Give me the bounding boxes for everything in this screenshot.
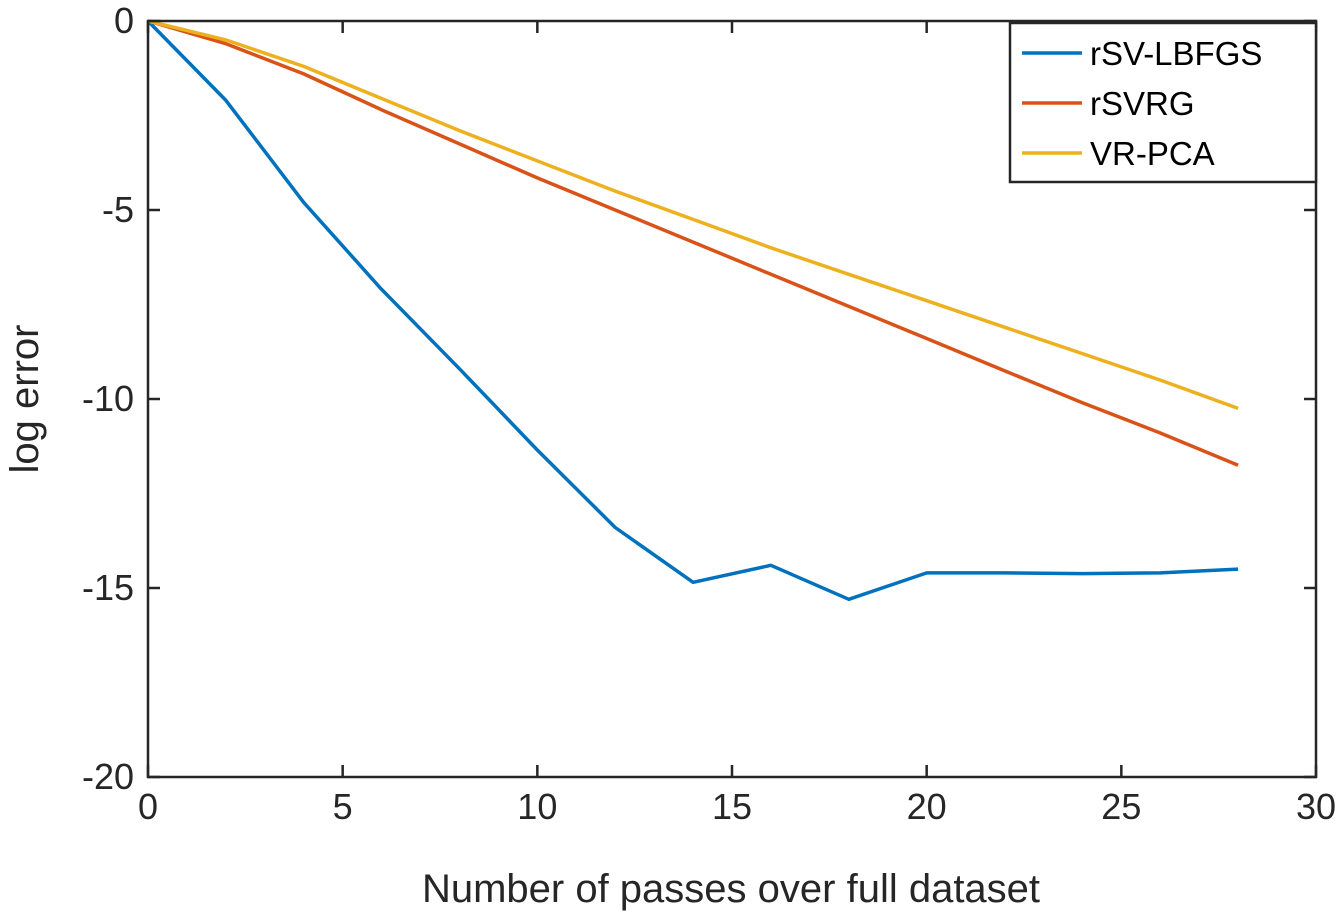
legend-label: VR-PCA <box>1090 135 1215 172</box>
x-tick-label: 0 <box>138 786 158 827</box>
x-tick-label: 30 <box>1296 786 1336 827</box>
y-tick-label: 0 <box>114 0 134 41</box>
plot-area <box>146 19 1239 602</box>
x-tick-label: 25 <box>1101 786 1141 827</box>
axes: 0 5 10 15 20 25 30 0 -5 -10 -15 -20 <box>82 0 1336 827</box>
x-axis-label: Number of passes over full dataset <box>422 867 1040 911</box>
x-tick-label: 10 <box>517 786 557 827</box>
x-tick-label: 15 <box>712 786 752 827</box>
series-line-rsvrg <box>147 19 1239 467</box>
y-tick-label: -20 <box>82 756 134 797</box>
y-tick-label: -5 <box>102 189 134 230</box>
y-axis-label: log error <box>3 325 47 474</box>
series-line-vr-pca <box>147 19 1239 411</box>
x-tick-label: 20 <box>907 786 947 827</box>
y-tick-label: -10 <box>82 378 134 419</box>
y-tick-label: -15 <box>82 567 134 608</box>
legend-label: rSV-LBFGS <box>1090 35 1262 72</box>
legend-label: rSVRG <box>1090 85 1195 122</box>
x-tick-label: 5 <box>333 786 353 827</box>
series-line-rsv-lbfgs <box>146 19 1239 602</box>
legend: rSV-LBFGS rSVRG VR-PCA <box>1008 21 1318 184</box>
